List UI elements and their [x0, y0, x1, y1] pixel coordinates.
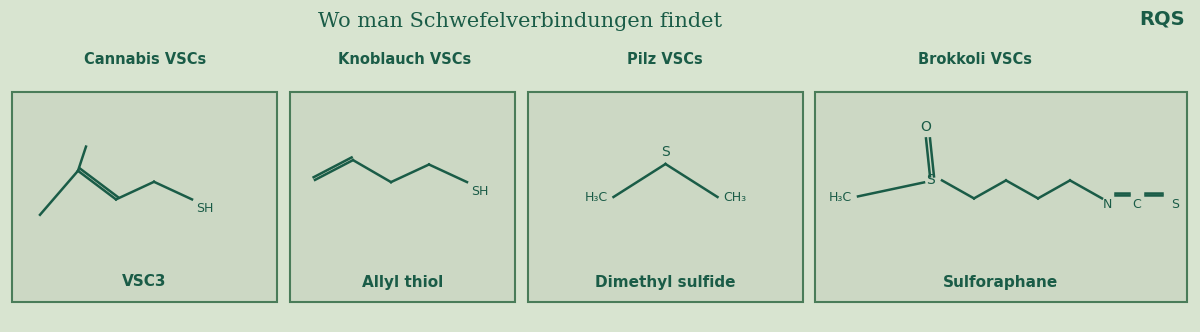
FancyBboxPatch shape — [815, 92, 1187, 302]
Text: Allyl thiol: Allyl thiol — [362, 275, 443, 290]
Text: SH: SH — [196, 203, 214, 215]
FancyBboxPatch shape — [528, 92, 803, 302]
Text: Sulforaphane: Sulforaphane — [943, 275, 1058, 290]
Text: SH: SH — [470, 185, 488, 198]
Text: O: O — [920, 121, 931, 134]
Text: Dimethyl sulfide: Dimethyl sulfide — [595, 275, 736, 290]
Text: H₃C: H₃C — [584, 192, 607, 205]
FancyBboxPatch shape — [290, 92, 515, 302]
Text: H₃C: H₃C — [829, 191, 852, 204]
Text: Knoblauch VSCs: Knoblauch VSCs — [338, 52, 472, 67]
Text: RQS: RQS — [1139, 10, 1186, 29]
Text: Brokkoli VSCs: Brokkoli VSCs — [918, 52, 1032, 67]
Text: CH₃: CH₃ — [724, 192, 746, 205]
Text: S: S — [1171, 199, 1180, 211]
Text: Wo man Schwefelverbindungen findet: Wo man Schwefelverbindungen findet — [318, 12, 722, 31]
Text: S: S — [661, 145, 670, 159]
Text: S: S — [925, 173, 935, 187]
Text: C: C — [1133, 199, 1141, 211]
FancyBboxPatch shape — [12, 92, 277, 302]
Text: VSC3: VSC3 — [122, 275, 167, 290]
Text: N: N — [1103, 199, 1111, 211]
Text: Cannabis VSCs: Cannabis VSCs — [84, 52, 206, 67]
Text: Pilz VSCs: Pilz VSCs — [628, 52, 703, 67]
